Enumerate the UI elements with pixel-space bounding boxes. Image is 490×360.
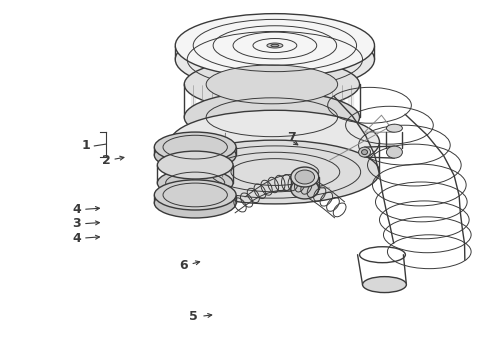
Ellipse shape bbox=[359, 147, 370, 157]
Ellipse shape bbox=[271, 44, 279, 47]
Ellipse shape bbox=[291, 179, 318, 199]
Ellipse shape bbox=[184, 58, 360, 110]
Ellipse shape bbox=[295, 170, 315, 184]
Ellipse shape bbox=[157, 151, 233, 179]
Ellipse shape bbox=[171, 140, 379, 204]
Ellipse shape bbox=[154, 132, 236, 162]
Ellipse shape bbox=[157, 169, 233, 197]
Text: 1: 1 bbox=[82, 139, 91, 152]
Ellipse shape bbox=[387, 146, 402, 158]
Ellipse shape bbox=[206, 65, 338, 104]
Text: 2: 2 bbox=[101, 154, 110, 167]
Ellipse shape bbox=[363, 276, 406, 293]
Text: 3: 3 bbox=[73, 217, 81, 230]
Text: 7: 7 bbox=[287, 131, 296, 144]
Text: 6: 6 bbox=[180, 259, 188, 272]
Text: 4: 4 bbox=[72, 231, 81, 244]
Text: 5: 5 bbox=[189, 310, 198, 324]
Ellipse shape bbox=[362, 150, 368, 154]
Ellipse shape bbox=[184, 91, 360, 143]
Ellipse shape bbox=[175, 14, 374, 77]
Ellipse shape bbox=[175, 28, 374, 91]
Ellipse shape bbox=[267, 43, 283, 48]
Ellipse shape bbox=[154, 188, 236, 218]
Ellipse shape bbox=[387, 124, 402, 132]
Ellipse shape bbox=[291, 167, 318, 187]
Ellipse shape bbox=[154, 180, 236, 210]
Text: 4: 4 bbox=[72, 203, 81, 216]
Ellipse shape bbox=[154, 140, 236, 170]
Ellipse shape bbox=[171, 110, 379, 174]
